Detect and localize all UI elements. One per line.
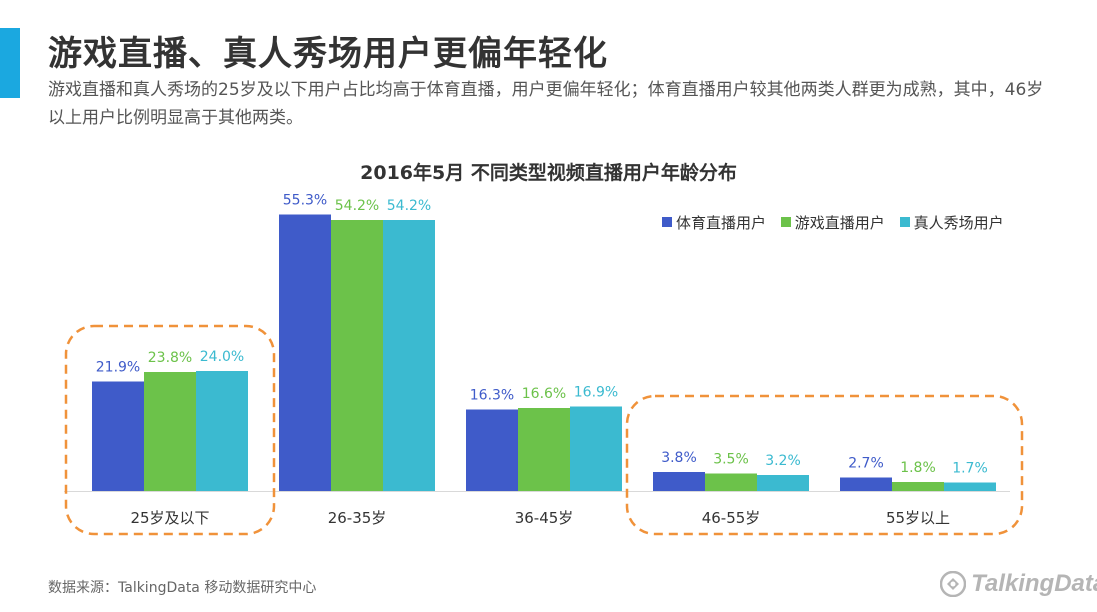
legend-swatch-show — [899, 216, 910, 227]
logo-text: TalkingData — [971, 570, 1097, 597]
x-tick-label: 55岁以上 — [886, 509, 950, 527]
legend-label-sports: 体育直播用户 — [676, 214, 767, 232]
bar — [757, 475, 809, 491]
bar — [196, 371, 248, 491]
bar — [705, 473, 757, 491]
bar — [383, 220, 435, 491]
bar — [144, 372, 196, 491]
legend-swatch-game — [780, 216, 791, 227]
data-label: 2.7% — [848, 456, 884, 472]
data-label: 24.0% — [200, 349, 244, 365]
data-label: 3.2% — [765, 453, 801, 469]
bar — [466, 409, 518, 491]
highlight-box — [625, 394, 1024, 536]
bar — [892, 482, 944, 491]
talkingdata-logo: TalkingData — [940, 570, 1097, 604]
data-label: 3.8% — [661, 450, 697, 466]
chart-title: 2016年5月 不同类型视频直播用户年龄分布 — [360, 162, 737, 184]
data-source-note: 数据来源：TalkingData 移动数据研究中心 — [48, 580, 317, 596]
x-tick-label: 46-55岁 — [702, 509, 761, 527]
data-label: 55.3% — [283, 193, 327, 209]
bar — [570, 406, 622, 491]
legend-item-sports: 体育直播用户 — [662, 212, 766, 233]
data-label: 16.3% — [470, 388, 514, 404]
chart-legend: 体育直播用户 游戏直播用户 真人秀场用户 — [662, 212, 1014, 233]
data-label: 1.7% — [952, 461, 988, 477]
bar — [92, 381, 144, 491]
data-label: 54.2% — [335, 198, 379, 214]
bar — [840, 477, 892, 491]
page-title: 游戏直播、真人秀场用户更偏年轻化 — [48, 34, 608, 74]
logo-mark-icon — [940, 571, 966, 597]
data-label: 16.9% — [574, 385, 618, 401]
data-label: 3.5% — [713, 452, 749, 468]
data-label: 54.2% — [387, 198, 431, 214]
bar — [331, 220, 383, 491]
page-subtitle: 游戏直播和真人秀场的25岁及以下用户占比均高于体育直播，用户更偏年轻化；体育直播… — [48, 80, 1044, 128]
data-label: 16.6% — [522, 386, 566, 402]
bar — [518, 408, 570, 491]
bar — [653, 472, 705, 491]
highlight-box — [64, 324, 276, 536]
bar — [944, 482, 996, 491]
bar — [279, 214, 331, 491]
data-label: 1.8% — [900, 460, 936, 476]
data-label: 21.9% — [96, 360, 140, 376]
legend-swatch-sports — [662, 216, 672, 227]
x-tick-label: 26-35岁 — [328, 509, 387, 527]
legend-label-show: 真人秀场用户 — [913, 214, 1004, 232]
title-accent-bar — [0, 28, 20, 98]
legend-label-game: 游戏直播用户 — [794, 214, 885, 232]
x-tick-label: 36-45岁 — [515, 509, 574, 527]
data-label: 23.8% — [148, 350, 192, 366]
x-tick-label: 25岁及以下 — [130, 509, 209, 527]
legend-item-show: 真人秀场用户 — [899, 212, 1004, 233]
legend-item-game: 游戏直播用户 — [780, 212, 885, 233]
